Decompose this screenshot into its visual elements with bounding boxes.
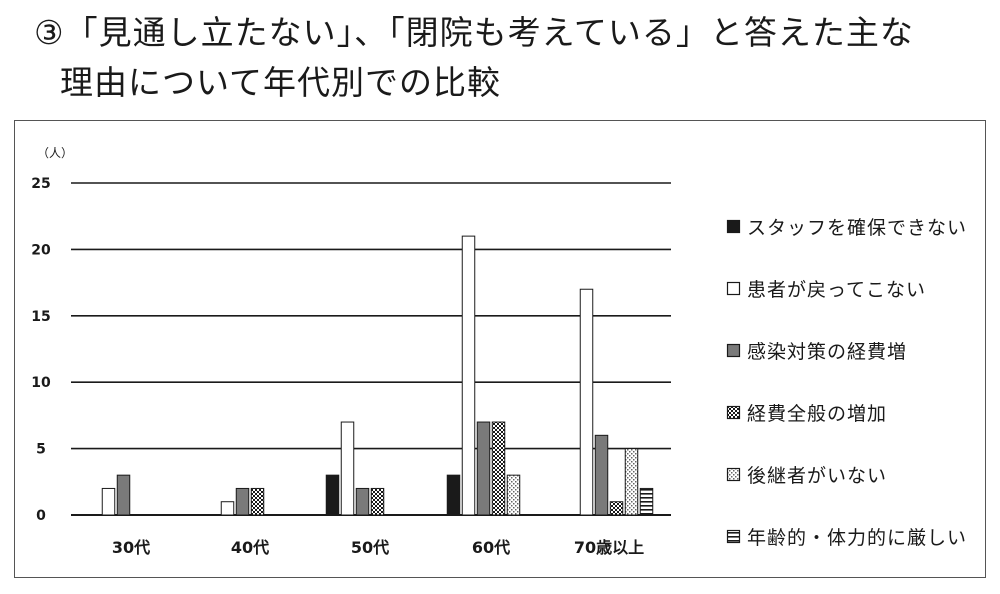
legend-swatch xyxy=(726,281,741,295)
y-tick-label: 10 xyxy=(31,375,51,391)
bar-chart: 0 5 10 15 20 25 30代 40代 50代 60代 70歳以上 （人） xyxy=(31,146,671,557)
bar xyxy=(624,448,639,516)
x-axis: 30代 40代 50代 60代 70歳以上 xyxy=(112,538,644,557)
bar xyxy=(340,421,355,516)
y-tick-label: 25 xyxy=(31,176,50,192)
bar xyxy=(116,474,131,516)
gridlines xyxy=(71,182,671,516)
legend-swatch xyxy=(726,529,741,543)
x-category-label: 60代 xyxy=(472,538,510,557)
y-tick-label: 5 xyxy=(36,442,46,458)
legend-item: 後継者がいない xyxy=(725,461,887,488)
bar xyxy=(235,487,250,516)
bar xyxy=(609,501,624,516)
legend-label: スタッフを確保できない xyxy=(747,217,968,239)
y-tick-label: 20 xyxy=(31,242,51,258)
bar xyxy=(446,474,461,516)
legend-item: 経費全般の増加 xyxy=(725,399,887,426)
bar xyxy=(491,421,506,516)
chart-frame: 0 5 10 15 20 25 30代 40代 50代 60代 70歳以上 （人） スタッフを確保… xyxy=(14,120,986,578)
y-axis: 0 5 10 15 20 25 xyxy=(31,176,51,524)
bar xyxy=(506,474,521,516)
legend-swatch xyxy=(726,343,741,357)
x-category-label: 30代 xyxy=(112,538,150,557)
y-tick-label: 0 xyxy=(36,508,46,524)
bar xyxy=(355,487,370,516)
legend-label: 経費全般の増加 xyxy=(747,403,888,425)
legend-label: 患者が戻ってこない xyxy=(747,279,927,301)
bar xyxy=(325,474,340,516)
legend-swatch xyxy=(726,219,741,233)
bar xyxy=(476,421,491,516)
legend-swatch xyxy=(726,467,741,481)
bar-series xyxy=(101,235,654,516)
bar xyxy=(220,501,235,516)
bar xyxy=(250,487,265,516)
bar xyxy=(579,288,594,516)
bar xyxy=(370,487,385,516)
legend-label: 年齢的・体力的に厳しい xyxy=(747,527,968,549)
legend-label: 感染対策の経費増 xyxy=(747,341,908,363)
y-axis-label: （人） xyxy=(37,146,73,160)
bar xyxy=(639,487,654,516)
chart-title-line-2: 理由について年代別での比較 xyxy=(60,63,502,102)
x-category-label: 70歳以上 xyxy=(574,538,644,557)
x-category-label: 50代 xyxy=(351,538,389,557)
chart-title-line-1: ③「見通し立たない」、「閉院も考えている」と答えた主な xyxy=(34,13,914,52)
bar xyxy=(101,487,116,516)
legend-item: 患者が戻ってこない xyxy=(725,275,926,302)
legend-label: 後継者がいない xyxy=(747,465,888,487)
legend-item: 年齢的・体力的に厳しい xyxy=(725,523,967,550)
legend-swatch xyxy=(726,405,741,419)
legend-item: スタッフを確保できない xyxy=(725,213,967,240)
bar xyxy=(594,434,609,516)
bar xyxy=(461,235,476,516)
y-tick-label: 15 xyxy=(31,309,50,325)
x-category-label: 40代 xyxy=(231,538,269,557)
legend-item: 感染対策の経費増 xyxy=(725,337,907,364)
